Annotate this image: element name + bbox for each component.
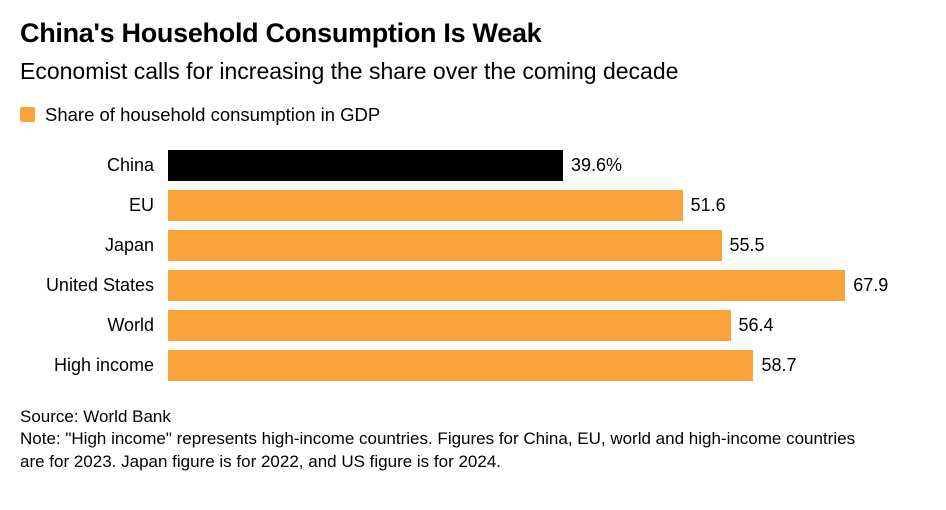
category-label: World (107, 315, 154, 336)
legend-label: Share of household consumption in GDP (45, 103, 381, 125)
bar (168, 190, 683, 222)
chart-footer: Source: World Bank Note: "High income" r… (20, 406, 926, 473)
bar (168, 310, 731, 342)
bar-track: 56.4 (168, 306, 926, 346)
bar-row: China 39.6% (20, 146, 926, 186)
bar-row: World 56.4 (20, 306, 926, 346)
bar (168, 230, 722, 262)
category-label: High income (53, 355, 154, 376)
value-label: 51.6 (690, 195, 726, 216)
bar (168, 350, 754, 382)
source-line: Source: World Bank (20, 406, 171, 426)
value-label: 39.6% (570, 155, 622, 176)
bar-track: 39.6% (168, 146, 926, 186)
legend-swatch (20, 107, 35, 123)
bar-track: 58.7 (168, 346, 926, 386)
bar-row: Japan 55.5 (20, 226, 926, 266)
note-line: Note: "High income" represents high-inco… (20, 429, 856, 471)
category-label: EU (128, 195, 154, 216)
bar-row: United States 67.9 (20, 266, 926, 306)
bar-track: 51.6 (168, 186, 926, 226)
bar-row: EU 51.6 (20, 186, 926, 226)
bar (168, 150, 563, 182)
bar (168, 270, 846, 302)
legend: Share of household consumption in GDP (20, 104, 926, 126)
bar-chart: China 39.6% EU 51.6 Japan 55.5 United States 67… (20, 146, 926, 386)
category-label: United States (45, 275, 154, 296)
chart-title: China's Household Consumption Is Weak (20, 18, 542, 48)
value-label: 58.7 (761, 355, 797, 376)
category-label: Japan (104, 235, 154, 256)
value-label: 67.9 (853, 275, 889, 296)
bar-row: High income 58.7 (20, 346, 926, 386)
chart-subtitle: Economist calls for increasing the share… (20, 58, 679, 85)
bar-track: 55.5 (168, 226, 926, 266)
category-label: China (106, 155, 154, 176)
value-label: 56.4 (738, 315, 774, 336)
bar-track: 67.9 (168, 266, 926, 306)
value-label: 55.5 (729, 235, 765, 256)
